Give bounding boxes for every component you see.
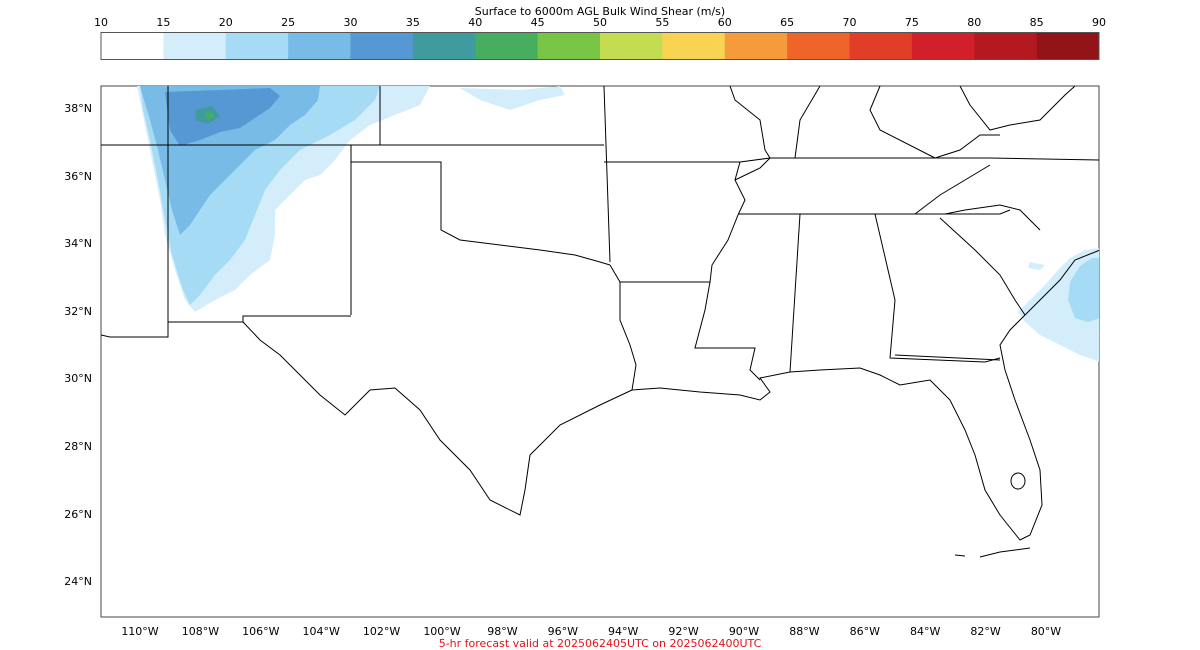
longitude-label: 100°W bbox=[423, 625, 461, 638]
colorbar-tick-label: 45 bbox=[530, 16, 545, 29]
longitude-label: 90°W bbox=[728, 625, 760, 638]
colorbar-tick-label: 90 bbox=[1092, 16, 1106, 29]
colorbar-cell bbox=[163, 33, 227, 59]
longitude-label: 98°W bbox=[487, 625, 518, 638]
colorbar-tick-label: 85 bbox=[1029, 16, 1044, 29]
longitude-label: 86°W bbox=[849, 625, 880, 638]
colorbar-frame bbox=[100, 32, 1100, 60]
state-boundaries bbox=[101, 86, 1099, 558]
longitude-label: 80°W bbox=[1030, 625, 1062, 638]
shear-fill-west bbox=[137, 86, 565, 312]
colorbar-tick-label: 20 bbox=[218, 16, 233, 29]
latitude-label: 24°N bbox=[64, 575, 92, 589]
longitude-label: 84°W bbox=[910, 625, 941, 638]
colorbar-tick-label: 50 bbox=[593, 16, 607, 29]
latitude-label: 30°N bbox=[64, 372, 92, 386]
colorbar-cell bbox=[911, 33, 975, 59]
colorbar-tick-label: 30 bbox=[343, 16, 358, 29]
colorbar-cell bbox=[101, 33, 164, 59]
forecast-validity-footer: 5-hr forecast valid at 2025062405UTC on … bbox=[438, 637, 762, 650]
colorbar-tick-label: 80 bbox=[967, 16, 982, 29]
colorbar-title: Surface to 6000m AGL Bulk Wind Shear (m/… bbox=[474, 5, 726, 18]
longitude-label: 104°W bbox=[302, 625, 340, 638]
longitude-label: 102°W bbox=[362, 625, 401, 638]
latitude-label: 32°N bbox=[64, 304, 92, 318]
latitude-label: 26°N bbox=[64, 507, 92, 521]
colorbar-tick-label: 55 bbox=[655, 16, 670, 29]
colorbar-cell bbox=[600, 33, 663, 59]
colorbar-tick-label: 10 bbox=[94, 16, 108, 29]
latitude-label: 34°N bbox=[64, 237, 92, 251]
colorbar-tick-label: 15 bbox=[156, 16, 171, 29]
longitude-label: 110°W bbox=[121, 625, 159, 638]
colorbar-tick-label: 25 bbox=[281, 16, 296, 29]
colorbar-cell bbox=[1036, 33, 1100, 59]
colorbar-tick-label: 40 bbox=[468, 16, 483, 29]
colorbar-cell bbox=[787, 33, 850, 59]
longitude-label: 88°W bbox=[789, 625, 820, 638]
colorbar-cell bbox=[662, 33, 726, 59]
colorbar-cell bbox=[974, 33, 1038, 59]
colorbar-cell bbox=[724, 33, 788, 59]
longitude-label: 108°W bbox=[181, 625, 220, 638]
latitude-label: 36°N bbox=[64, 169, 92, 183]
colorbar-cell bbox=[537, 33, 601, 59]
colorbar-tick-label: 60 bbox=[717, 16, 732, 29]
longitude-label: 106°W bbox=[242, 625, 280, 638]
latitude-label: 28°N bbox=[64, 440, 92, 453]
colorbar-cell bbox=[225, 33, 289, 59]
longitude-label: 96°W bbox=[547, 625, 578, 638]
colorbar-tick-label: 70 bbox=[842, 16, 857, 29]
longitude-label: 82°W bbox=[970, 625, 1001, 638]
colorbar-tick-label: 35 bbox=[405, 16, 420, 29]
colorbar-cell bbox=[350, 33, 414, 59]
colorbar-tick-label: 75 bbox=[904, 16, 919, 29]
colorbar bbox=[101, 33, 1100, 59]
colorbar-cell bbox=[412, 33, 476, 59]
colorbar-tick-label: 65 bbox=[780, 16, 795, 29]
colorbar-cell bbox=[288, 33, 351, 59]
longitude-label: 94°W bbox=[608, 625, 639, 638]
colorbar-cell bbox=[475, 33, 539, 59]
longitude-label: 92°W bbox=[668, 625, 699, 638]
shear-fill-southeast bbox=[1018, 248, 1099, 362]
latitude-label: 38°N bbox=[64, 102, 92, 115]
colorbar-cell bbox=[849, 33, 913, 59]
